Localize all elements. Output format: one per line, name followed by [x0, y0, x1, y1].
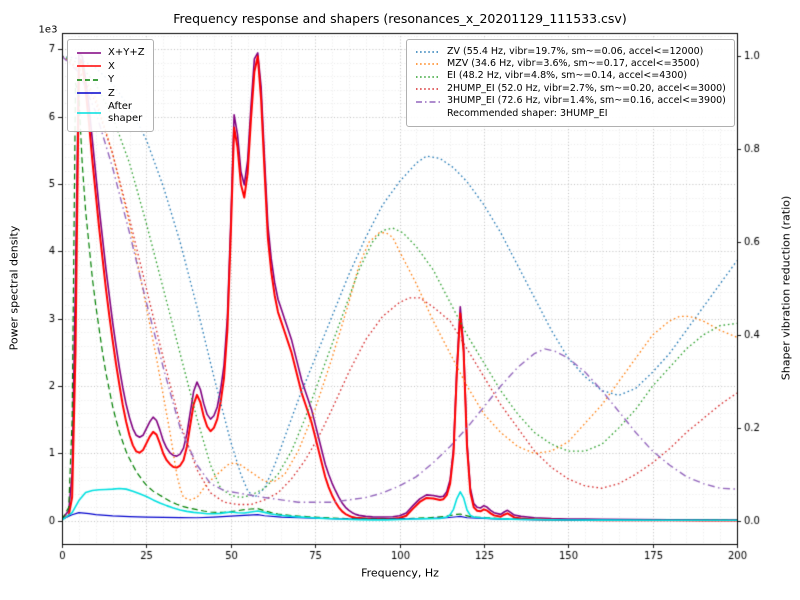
legend-entry: Z: [76, 88, 145, 100]
legend-entry-label: MZV (34.6 Hz, vibr=3.6%, sm~=0.17, accel…: [447, 57, 700, 69]
legend-entry-label: EI (48.2 Hz, vibr=4.8%, sm~=0.14, accel<…: [447, 70, 688, 82]
legend-entry: Y: [76, 74, 145, 86]
legend-entry-label: After shaper: [108, 101, 143, 124]
legend-entry: Recommended shaper: 3HUMP_EI: [415, 107, 726, 120]
legend-entry: 3HUMP_EI (72.6 Hz, vibr=1.4%, sm~=0.16, …: [415, 95, 726, 107]
legend-entry: X: [76, 61, 145, 73]
legend-line-sample-icon: [77, 51, 101, 54]
legend-shapers: ZV (55.4 Hz, vibr=19.7%, sm~=0.06, accel…: [406, 39, 735, 128]
legend-entry-label: 2HUMP_EI (52.0 Hz, vibr=2.7%, sm~=0.20, …: [447, 82, 726, 94]
legend-entry-label: X+Y+Z: [108, 47, 145, 58]
legend-entry: X+Y+Z: [76, 47, 145, 59]
legend-blank-sample: [415, 109, 441, 119]
legend-line-sample-icon: [77, 65, 101, 68]
legend-entry: EI (48.2 Hz, vibr=4.8%, sm~=0.14, accel<…: [415, 70, 726, 82]
chart-title: Frequency response and shapers (resonanc…: [173, 11, 627, 26]
y-axis-label-left: Power spectral density: [7, 225, 21, 351]
legend-line-sample-icon: [77, 111, 101, 114]
legend-entry: MZV (34.6 Hz, vibr=3.6%, sm~=0.17, accel…: [415, 57, 726, 70]
legend-entry-label: X: [108, 60, 115, 72]
legend-entry-label: Z: [108, 87, 115, 99]
x-axis-label: Frequency, Hz: [361, 566, 439, 580]
y-axis-label-right: Shaper vibration reduction (ratio): [779, 195, 793, 381]
legend-entry-label: ZV (55.4 Hz, vibr=19.7%, sm~=0.06, accel…: [447, 45, 704, 57]
legend-line-sample-icon: [416, 88, 440, 91]
legend-entry-label: 3HUMP_EI (72.6 Hz, vibr=1.4%, sm~=0.16, …: [447, 95, 726, 107]
legend-line-sample-icon: [416, 100, 440, 103]
legend-entry: ZV (55.4 Hz, vibr=19.7%, sm~=0.06, accel…: [415, 45, 726, 58]
legend-line-sample-icon: [416, 63, 440, 66]
legend-entry-label: Y: [108, 74, 115, 85]
legend-entry: After shaper: [76, 101, 145, 124]
y-axis-offset-label: 1e3: [38, 24, 58, 36]
legend-line-sample-icon: [416, 75, 440, 78]
legend-entry: 2HUMP_EI (52.0 Hz, vibr=2.7%, sm~=0.20, …: [415, 82, 726, 95]
legend-entry-label: Recommended shaper: 3HUMP_EI: [447, 107, 608, 119]
legend-line-sample-icon: [77, 78, 101, 81]
legend-line-sample-icon: [416, 51, 440, 53]
legend-psd: X+Y+Z X Y Z After shaper: [67, 39, 154, 132]
legend-line-sample-icon: [77, 92, 101, 95]
